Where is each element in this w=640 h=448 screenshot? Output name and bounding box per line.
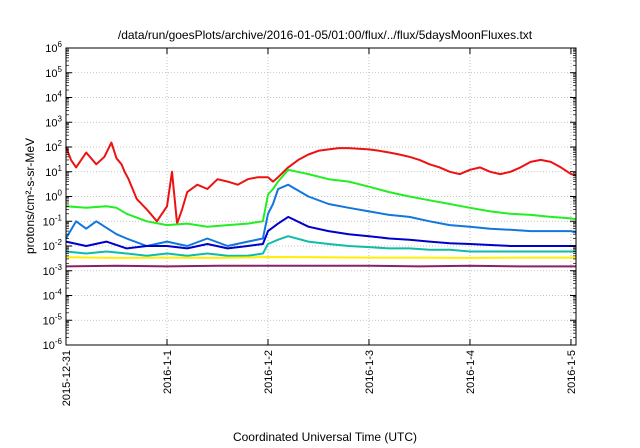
series-line-1 [65, 141, 577, 225]
x-tick-label: 2016-1-3 [364, 350, 376, 394]
y-tick-label: 104 [45, 90, 62, 105]
y-tick-label: 10-6 [43, 337, 63, 352]
series-line-4 [65, 215, 576, 250]
y-tick-label: 10-5 [43, 312, 63, 327]
y-tick-label: 106 [45, 40, 62, 55]
x-tick-label: 2016-1-4 [465, 350, 477, 394]
x-tick-label: 2015-12-31 [61, 350, 73, 406]
y-tick-label: 10-1 [43, 213, 63, 228]
x-tick-label: 2016-1-2 [263, 350, 275, 394]
series-line-7 [65, 264, 576, 268]
y-tick-label: 105 [45, 65, 62, 80]
grid [65, 48, 576, 345]
y-tick-label: 102 [45, 139, 62, 154]
y-axis: 10-6 10-5 10-4 10-3 10-2 10-1 100 101 102 103 104 1… [43, 40, 576, 352]
y-axis-label: protons/cm²-s-sr-MeV [23, 138, 37, 254]
y-tick-label: 103 [45, 114, 62, 129]
y-tick-label: 10-3 [43, 263, 63, 278]
plot-frame [65, 47, 577, 346]
x-axis: 2015-12-31 2016-1-1 2016-1-2 2016-1-3 2016-1… [61, 48, 578, 406]
series-line-2 [65, 168, 577, 228]
series-line-3 [65, 183, 577, 247]
plot-area [65, 141, 577, 268]
y-tick-label: 101 [45, 164, 62, 179]
series-line-5 [65, 235, 576, 257]
x-axis-label: Coordinated Universal Time (UTC) [233, 430, 417, 444]
x-tick-label: 2016-1-5 [566, 350, 578, 394]
chart-title: /data/run/goesPlots/archive/2016-01-05/0… [118, 28, 533, 42]
y-tick-label: 100 [45, 189, 62, 204]
y-tick-label: 10-2 [43, 238, 63, 253]
series-line-6 [65, 256, 576, 259]
x-tick-label: 2016-1-1 [162, 350, 174, 394]
y-tick-label: 10-4 [43, 288, 63, 303]
